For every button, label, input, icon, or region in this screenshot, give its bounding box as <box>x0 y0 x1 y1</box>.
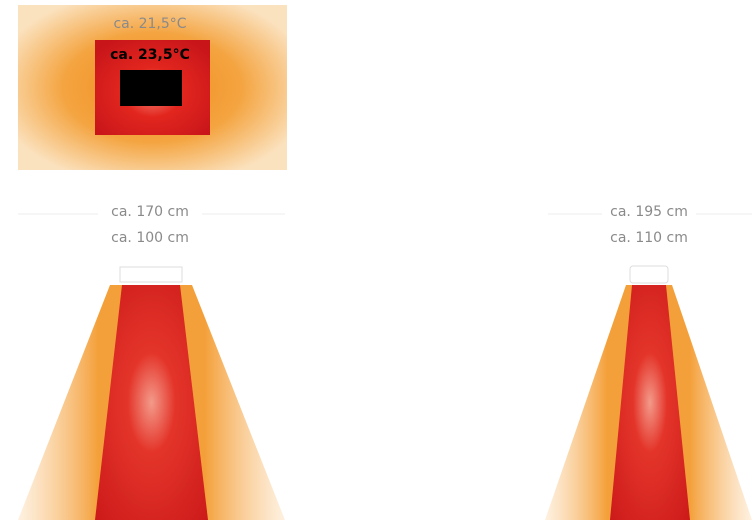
heater-left: ca. 170 cm ca. 100 cm <box>18 204 285 520</box>
heater <box>629 265 669 284</box>
top-label: ca. 195 cm <box>610 204 688 220</box>
heater <box>119 266 183 283</box>
inner-temp-label: ca. 23,5°C <box>110 47 190 63</box>
heater-top-view <box>120 70 182 106</box>
inner-cone <box>610 285 690 520</box>
outer-temp-label: ca. 21,5°C <box>113 16 186 32</box>
heater-right: ca. 195 cm ca. 110 cm <box>545 204 752 520</box>
heat-zone: ca. 21,5°C ca. 23,5°C <box>18 5 287 170</box>
bottom-label: ca. 110 cm <box>610 230 688 246</box>
top-label: ca. 170 cm <box>111 204 189 220</box>
inner-cone <box>95 285 208 520</box>
bottom-label: ca. 100 cm <box>111 230 189 246</box>
